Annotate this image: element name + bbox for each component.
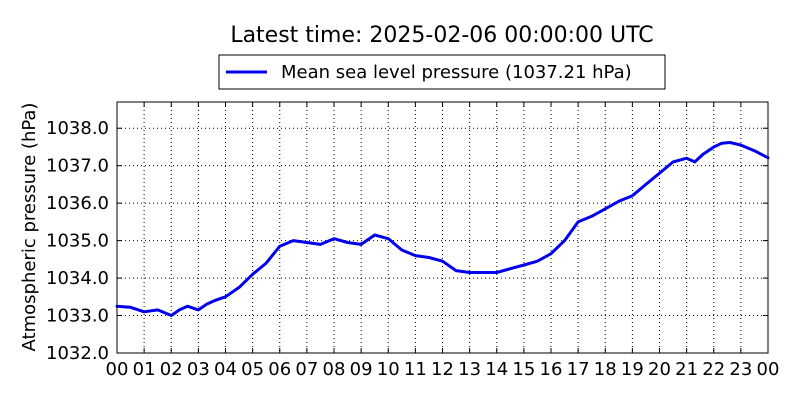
y-tick-label: 1032.0 (46, 343, 109, 364)
x-tick-label: 18 (594, 359, 617, 380)
y-axis: 1032.0 1033.0 1034.0 1035.0 1036.0 1037.0 1038… (46, 118, 768, 364)
y-tick-label: 1038.0 (46, 118, 109, 139)
x-tick-label: 05 (241, 359, 264, 380)
x-tick-label: 23 (729, 359, 752, 380)
x-tick-label: 20 (648, 359, 671, 380)
x-tick-label: 06 (268, 359, 291, 380)
x-tick-label: 10 (377, 359, 400, 380)
grid (117, 102, 768, 353)
pressure-series-line (115, 141, 770, 317)
y-tick-label: 1036.0 (46, 193, 109, 214)
legend-box (218, 54, 666, 90)
legend: Mean sea level pressure (1037.21 hPa) (218, 54, 666, 90)
x-tick-label: 19 (621, 359, 644, 380)
x-axis: 00 01 02 03 04 05 06 07 08 09 10 11 12 13 14 15 16 17 18 19… (106, 102, 780, 380)
series-layer (115, 141, 770, 317)
x-tick-label: 11 (404, 359, 427, 380)
x-tick-label: 07 (295, 359, 318, 380)
x-tick-label: 13 (458, 359, 481, 380)
chart-title: Latest time: 2025-02-06 00:00:00 UTC (230, 23, 653, 48)
x-tick-label: 00 (106, 359, 129, 380)
y-tick-label: 1035.0 (46, 231, 109, 252)
x-tick-label: 15 (512, 359, 535, 380)
x-tick-label: 02 (160, 359, 183, 380)
y-tick-label: 1034.0 (46, 268, 109, 289)
x-tick-label: 21 (675, 359, 698, 380)
y-tick-label: 1033.0 (46, 306, 109, 327)
x-tick-label: 17 (567, 359, 590, 380)
legend-label: Mean sea level pressure (1037.21 hPa) (281, 62, 632, 83)
x-tick-label: 14 (485, 359, 508, 380)
y-tick-label: 1037.0 (46, 156, 109, 177)
plot-frame (116, 101, 769, 354)
x-tick-label: 01 (133, 359, 156, 380)
x-tick-label: 03 (187, 359, 210, 380)
x-tick-label: 08 (323, 359, 346, 380)
x-tick-label: 09 (350, 359, 373, 380)
x-tick-label: 12 (431, 359, 454, 380)
x-tick-label: 04 (214, 359, 237, 380)
y-axis-label: Atmospheric pressure (hPa) (19, 103, 40, 352)
x-tick-label: 16 (540, 359, 563, 380)
x-tick-label: 00 (757, 359, 780, 380)
x-tick-label: 22 (702, 359, 725, 380)
